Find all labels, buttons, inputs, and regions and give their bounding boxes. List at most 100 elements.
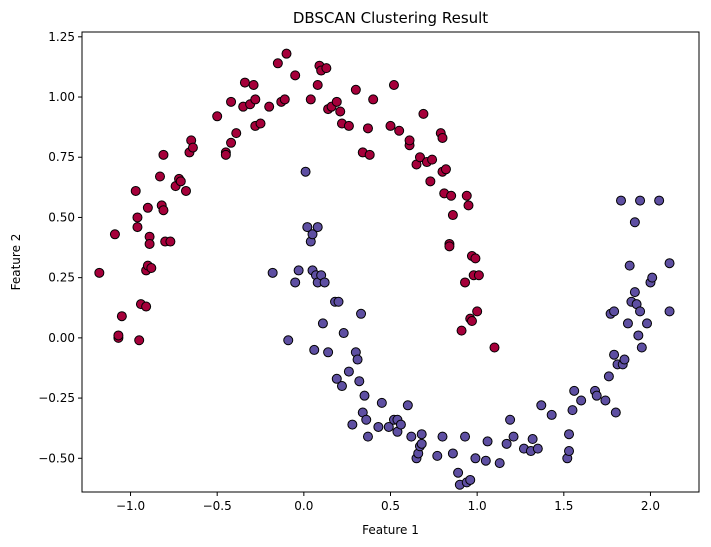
- cluster-upper-point-83: [446, 190, 457, 201]
- cluster-upper-point-88: [463, 200, 474, 211]
- y-tick-label: −0.50: [38, 451, 75, 465]
- cluster-lower-point-78: [609, 306, 620, 317]
- x-tick-label: 1.5: [554, 499, 573, 513]
- cluster-lower-point-25: [352, 354, 363, 365]
- cluster-lower-point-46: [432, 450, 443, 461]
- cluster-upper-point-72: [418, 108, 429, 119]
- cluster-upper-point-43: [264, 101, 275, 112]
- cluster-lower-point-92: [635, 306, 646, 317]
- cluster-upper-point-3: [113, 330, 124, 341]
- cluster-upper-point-4: [116, 311, 127, 322]
- cluster-lower-point-2: [290, 277, 301, 288]
- cluster-lower-point-68: [564, 446, 575, 457]
- cluster-lower-point-100: [664, 306, 675, 317]
- cluster-lower-point-38: [395, 419, 406, 430]
- cluster-lower-point-27: [356, 308, 367, 319]
- cluster-upper-point-80: [440, 164, 451, 175]
- cluster-lower-point-57: [494, 458, 505, 469]
- cluster-lower-point-7: [307, 229, 318, 240]
- cluster-lower-point-71: [569, 385, 580, 396]
- cluster-lower-point-0: [267, 267, 278, 278]
- cluster-lower-point-1: [283, 335, 294, 346]
- cluster-upper-point-74: [425, 176, 436, 187]
- cluster-lower-point-86: [624, 260, 635, 271]
- cluster-lower-point-85: [622, 318, 633, 329]
- cluster-lower-point-53: [465, 474, 476, 485]
- cluster-lower-point-31: [362, 431, 373, 442]
- cluster-lower-point-76: [603, 371, 614, 382]
- cluster-upper-point-47: [281, 48, 292, 59]
- cluster-lower-point-64: [532, 443, 543, 454]
- cluster-lower-point-63: [527, 434, 538, 445]
- cluster-lower-point-60: [508, 431, 519, 442]
- cluster-lower-point-23: [347, 419, 358, 430]
- cluster-upper-point-94: [472, 306, 483, 317]
- cluster-upper-point-12: [142, 202, 153, 213]
- cluster-upper-point-25: [175, 176, 186, 187]
- cluster-lower-point-74: [591, 390, 602, 401]
- cluster-lower-point-56: [482, 436, 493, 447]
- cluster-upper-point-59: [343, 120, 354, 131]
- cluster-upper-point-0: [94, 267, 105, 278]
- y-tick-label: −0.25: [38, 391, 75, 405]
- x-axis: −1.0 −0.5 0.0 0.5 1.0 1.5 2.0: [116, 492, 660, 513]
- cluster-upper-point-15: [144, 238, 155, 249]
- cluster-upper-point-11: [141, 301, 152, 312]
- cluster-upper-point-77: [437, 132, 448, 143]
- cluster-upper-point-39: [248, 79, 259, 90]
- x-tick-label: 1.0: [468, 499, 487, 513]
- cluster-lower-point-3: [293, 265, 304, 276]
- y-tick-label: 0.75: [48, 150, 75, 164]
- cluster-lower-point-49: [453, 467, 464, 478]
- y-tick-label: 0.50: [48, 210, 75, 224]
- cluster-lower-point-32: [373, 421, 384, 432]
- cluster-upper-point-64: [368, 94, 379, 105]
- cluster-lower-point-48: [447, 448, 458, 459]
- y-tick-label: 1.25: [48, 30, 75, 44]
- cluster-lower-point-18: [331, 373, 342, 384]
- cluster-upper-point-7: [132, 222, 143, 233]
- cluster-upper-point-75: [427, 154, 438, 165]
- chart-title: DBSCAN Clustering Result: [293, 9, 488, 27]
- cluster-upper-point-69: [404, 135, 415, 146]
- cluster-upper-point-65: [385, 120, 396, 131]
- cluster-lower-point-30: [361, 414, 372, 425]
- cluster-upper-point-62: [362, 123, 373, 134]
- cluster-upper-point-32: [220, 149, 231, 160]
- cluster-upper-point-19: [158, 149, 169, 160]
- cluster-lower-point-15: [319, 277, 330, 288]
- cluster-lower-point-19: [333, 296, 344, 307]
- cluster-upper-point-63: [364, 149, 375, 160]
- cluster-lower-point-66: [546, 409, 557, 420]
- cluster-lower-point-16: [323, 347, 334, 358]
- y-axis: −0.50 −0.25 0.00 0.25 0.50 0.75 1.00 1.25: [38, 30, 82, 465]
- cluster-upper-point-44: [272, 58, 283, 69]
- cluster-lower-point-12: [312, 222, 323, 233]
- cluster-lower-point-51: [460, 431, 471, 442]
- cluster-lower-point-22: [343, 366, 354, 377]
- cluster-lower-point-80: [610, 407, 621, 418]
- cluster-lower-point-65: [536, 400, 547, 411]
- cluster-lower-point-47: [437, 431, 448, 442]
- cluster-lower-point-58: [501, 438, 512, 449]
- cluster-upper-point-22: [165, 236, 176, 247]
- cluster-lower-point-45: [416, 438, 427, 449]
- cluster-upper-point-40: [250, 94, 261, 105]
- cluster-lower-point-55: [480, 455, 491, 466]
- x-tick-label: 0.0: [294, 499, 313, 513]
- x-tick-label: −0.5: [203, 499, 232, 513]
- cluster-lower-point-20: [336, 381, 347, 392]
- cluster-lower-point-26: [354, 376, 365, 387]
- cluster-upper-point-57: [335, 106, 346, 117]
- x-tick-label: −1.0: [116, 499, 145, 513]
- cluster-upper-point-46: [279, 94, 290, 105]
- cluster-lower-point-89: [629, 287, 640, 298]
- cluster-lower-point-54: [470, 453, 481, 464]
- cluster-upper-point-29: [187, 142, 198, 153]
- cluster-lower-point-97: [647, 272, 658, 283]
- cluster-upper-point-96: [489, 342, 500, 353]
- cluster-lower-point-70: [567, 405, 578, 416]
- cluster-lower-point-14: [317, 318, 328, 329]
- cluster-upper-point-1: [109, 229, 120, 240]
